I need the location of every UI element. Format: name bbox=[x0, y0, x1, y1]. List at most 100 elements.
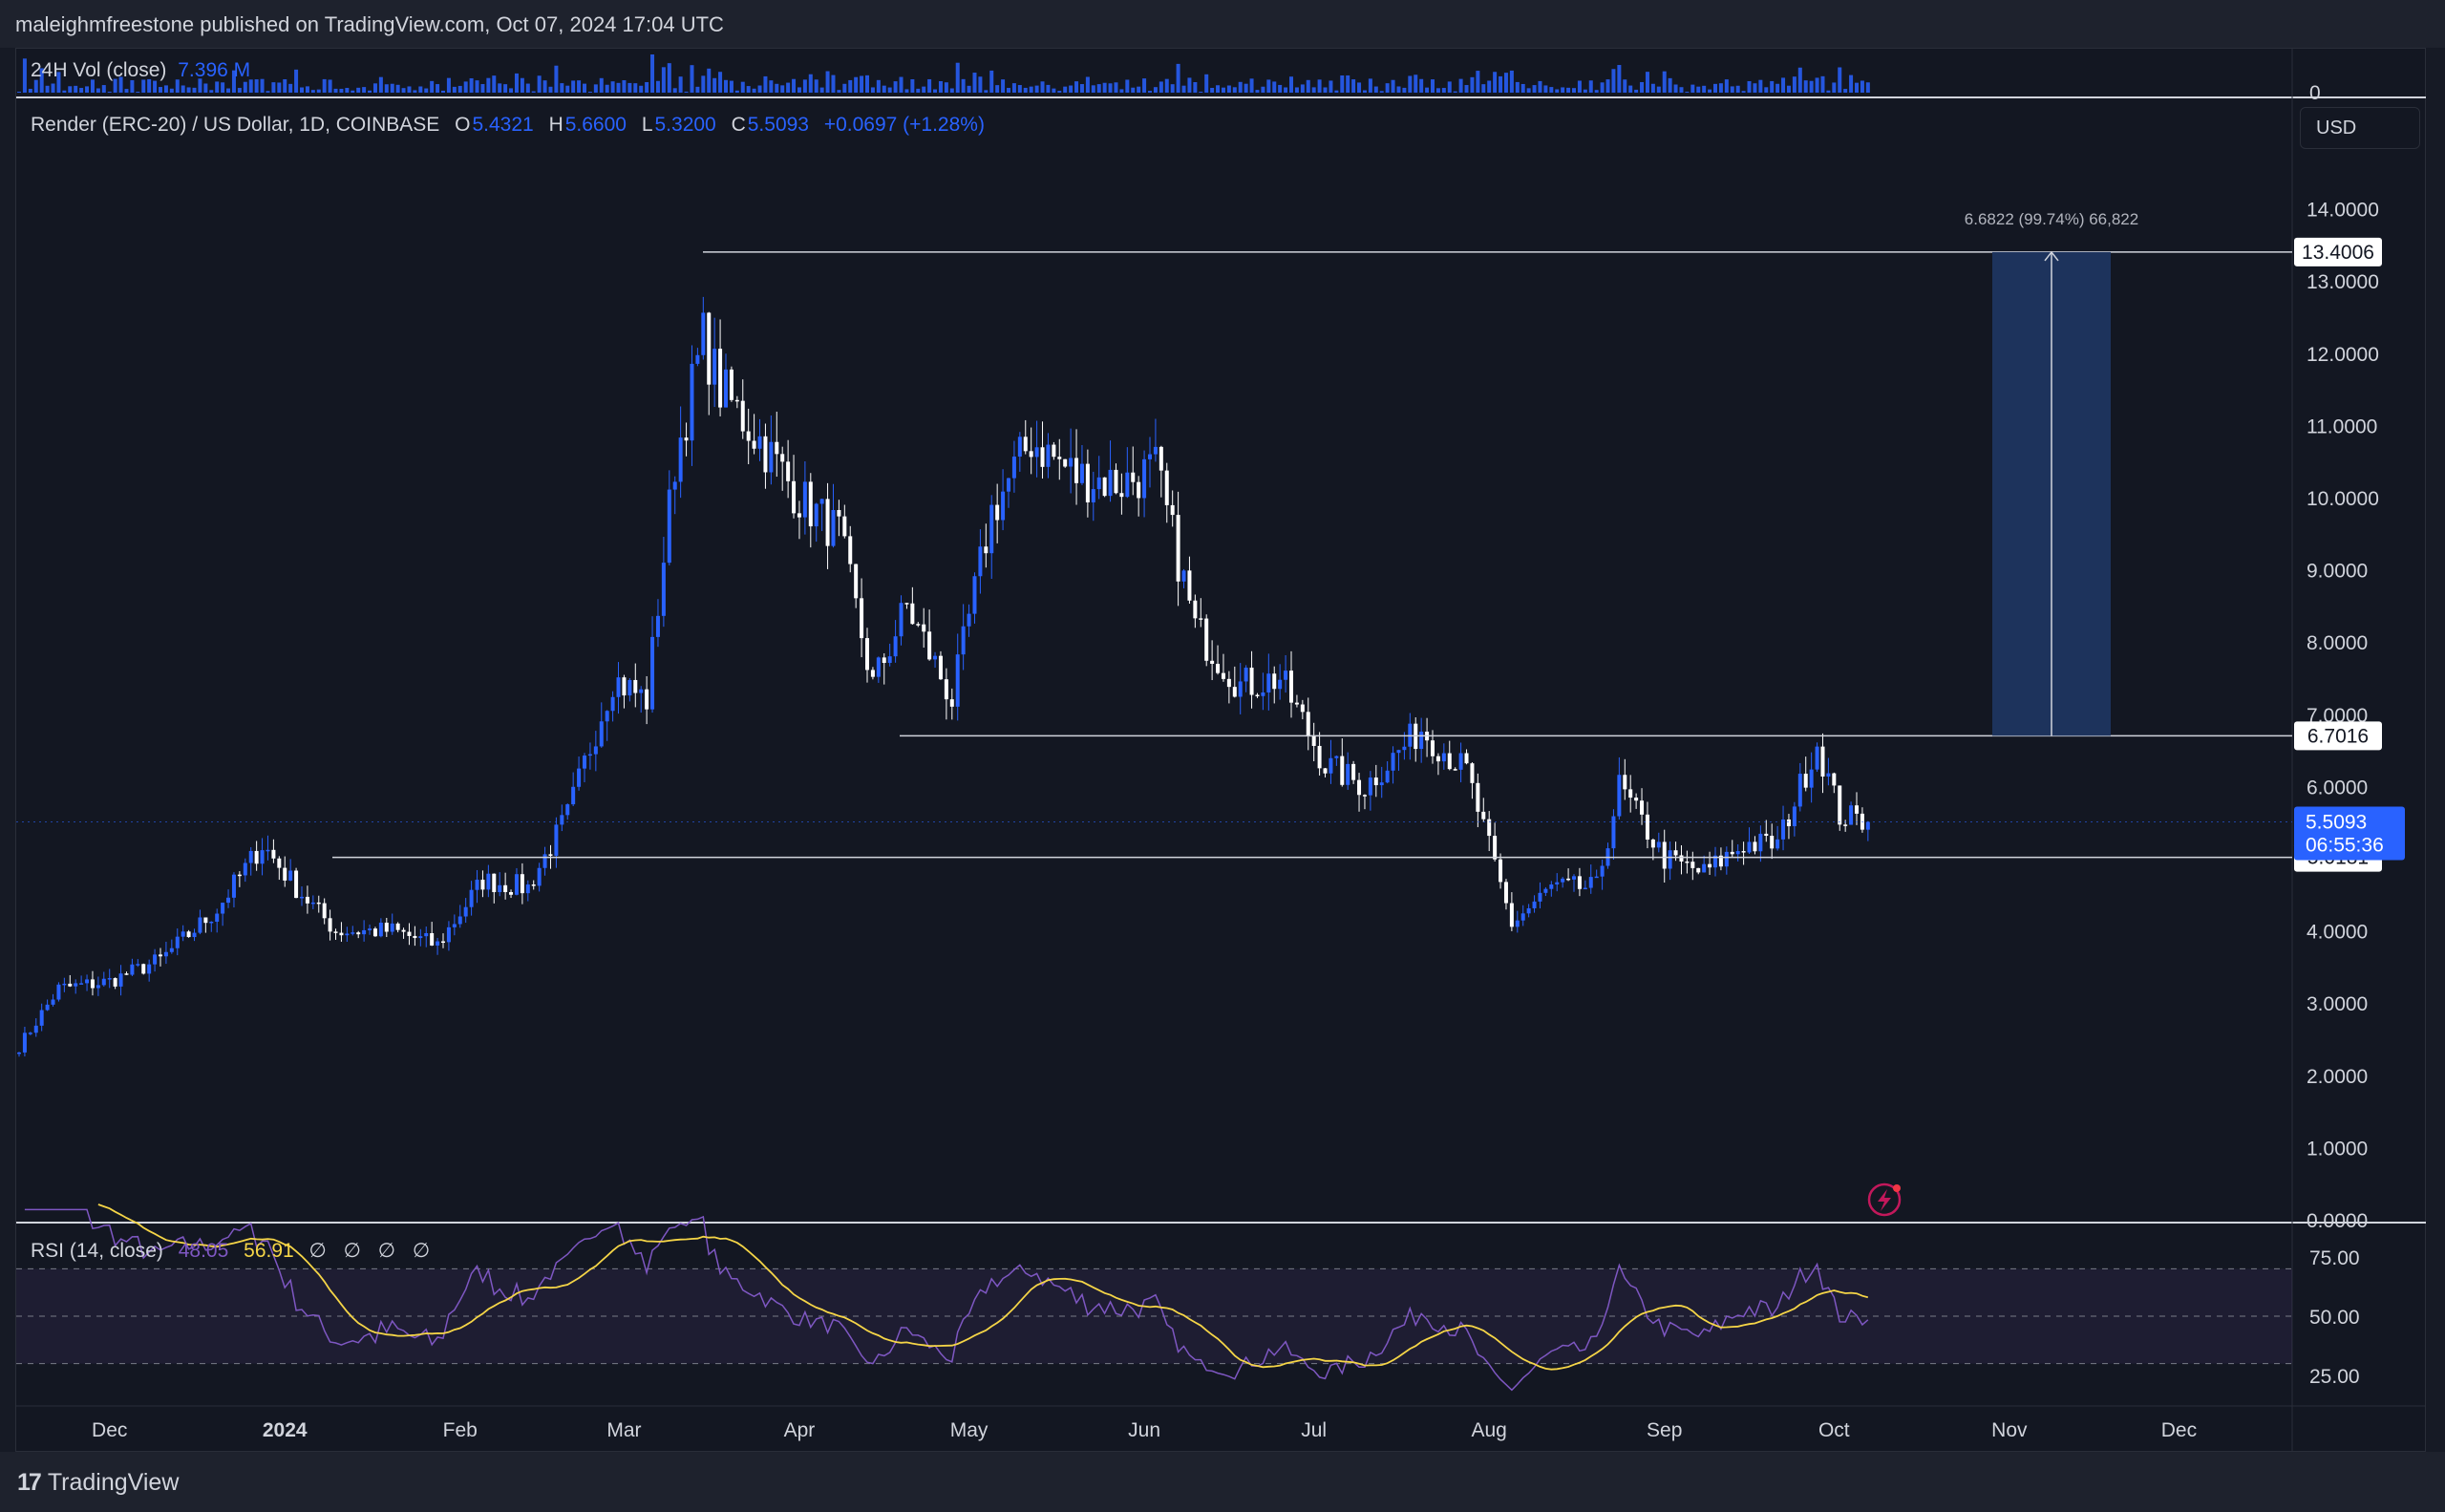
tradingview-logo[interactable]: 17 TradingView bbox=[17, 1469, 180, 1496]
candle-body bbox=[701, 312, 706, 355]
volume-bar bbox=[294, 69, 299, 93]
volume-bar bbox=[1481, 84, 1486, 93]
volume-bar bbox=[169, 88, 174, 93]
candle-body bbox=[1685, 861, 1690, 863]
candle-body bbox=[1538, 892, 1542, 902]
volume-bar bbox=[1119, 89, 1124, 93]
candle-body bbox=[401, 929, 406, 932]
candle-body bbox=[1317, 745, 1322, 769]
candle-body bbox=[752, 440, 756, 449]
measure-arrow-head bbox=[2044, 250, 2059, 262]
candle-body bbox=[780, 454, 785, 462]
price-tick-label: 6.0000 bbox=[2307, 777, 2368, 799]
candle-body bbox=[1865, 821, 1870, 830]
candle-body bbox=[243, 862, 247, 876]
volume-bar bbox=[226, 88, 231, 93]
candle-body bbox=[351, 932, 355, 934]
candle-body bbox=[333, 931, 338, 933]
volume-bar bbox=[1170, 84, 1175, 93]
candle-body bbox=[1046, 444, 1051, 467]
candle-body bbox=[39, 1010, 44, 1026]
rsi-legend[interactable]: RSI (14, close) 48.05 56.91 ∅ ∅ ∅ ∅ bbox=[31, 1239, 436, 1263]
candle-body bbox=[842, 516, 847, 537]
candle-body bbox=[503, 884, 508, 892]
volume-bar bbox=[436, 84, 440, 93]
volume-bar bbox=[198, 78, 202, 93]
candle-body bbox=[288, 870, 293, 881]
volume-legend[interactable]: 24H Vol (close) 7.396 M bbox=[31, 59, 250, 82]
candle-body bbox=[436, 941, 440, 946]
candle-body bbox=[1724, 851, 1729, 867]
candle-body bbox=[645, 689, 649, 710]
flash-icon-dot bbox=[1893, 1184, 1901, 1192]
candle-body bbox=[577, 768, 582, 787]
candle-body bbox=[294, 870, 299, 899]
volume-bar bbox=[452, 86, 457, 93]
candle-body bbox=[667, 489, 671, 564]
volume-bar bbox=[480, 84, 485, 93]
volume-bar bbox=[1414, 75, 1418, 93]
volume-bar bbox=[854, 76, 859, 93]
candle-body bbox=[1040, 447, 1045, 467]
volume-bar bbox=[1199, 92, 1203, 93]
candle-body bbox=[159, 954, 162, 957]
volume-bar bbox=[1011, 83, 1016, 93]
volume-bar bbox=[1255, 90, 1260, 93]
volume-bar bbox=[775, 83, 779, 93]
volume-bar bbox=[305, 86, 309, 93]
candle-body bbox=[525, 884, 530, 894]
candle-body bbox=[520, 874, 524, 894]
volume-bar bbox=[1221, 87, 1225, 93]
price-legend[interactable]: Render (ERC-20) / US Dollar, 1D, COINBAS… bbox=[31, 114, 985, 137]
candle-body bbox=[1855, 805, 1859, 814]
volume-bar bbox=[153, 80, 158, 93]
candle-body bbox=[1770, 836, 1775, 849]
candle-body bbox=[1623, 775, 1627, 790]
candle-body bbox=[1668, 850, 1672, 869]
candle-body bbox=[1487, 819, 1492, 837]
volume-legend-value: 7.396 M bbox=[178, 59, 251, 81]
candle-body bbox=[565, 804, 570, 816]
volume-bar bbox=[1849, 75, 1854, 93]
candle-body bbox=[1838, 785, 1842, 825]
candle-body bbox=[368, 928, 372, 930]
currency-button[interactable]: USD bbox=[2300, 107, 2420, 149]
volume-bar bbox=[610, 81, 615, 93]
volume-bars-group bbox=[17, 54, 1870, 93]
volume-bar bbox=[672, 88, 677, 93]
volume-bar bbox=[1396, 86, 1401, 93]
candle-body bbox=[944, 679, 948, 700]
volume-bar bbox=[1300, 84, 1305, 93]
time-tick-label: Jun bbox=[1128, 1419, 1160, 1441]
candle-body bbox=[1125, 472, 1130, 498]
candle-body bbox=[1503, 882, 1508, 904]
volume-bar bbox=[825, 71, 830, 93]
candle-body bbox=[870, 670, 875, 677]
candle-body bbox=[1431, 740, 1435, 756]
volume-bar bbox=[1085, 76, 1090, 93]
volume-bar bbox=[1159, 81, 1163, 93]
volume-bar bbox=[661, 67, 666, 93]
candle-body bbox=[509, 891, 514, 895]
volume-bar bbox=[1362, 90, 1367, 93]
candle-body bbox=[1611, 816, 1616, 849]
candle-body bbox=[62, 983, 67, 986]
candle-body bbox=[757, 436, 762, 449]
candle-body bbox=[1119, 493, 1124, 498]
candle-body bbox=[1011, 457, 1016, 479]
volume-bar bbox=[882, 85, 886, 93]
volume-bar bbox=[1216, 85, 1221, 93]
volume-bar bbox=[808, 74, 813, 93]
volume-bar bbox=[837, 90, 841, 93]
candle-body bbox=[1023, 437, 1028, 452]
candle-body bbox=[819, 499, 824, 504]
volume-bar bbox=[1543, 85, 1548, 93]
volume-bar bbox=[797, 87, 801, 93]
candle-body bbox=[1572, 876, 1576, 880]
candle-body bbox=[1758, 833, 1763, 852]
volume-bar bbox=[819, 87, 824, 93]
candle-body bbox=[1238, 681, 1243, 697]
last-price-tag bbox=[2294, 806, 2405, 861]
candle-body bbox=[1278, 679, 1283, 690]
